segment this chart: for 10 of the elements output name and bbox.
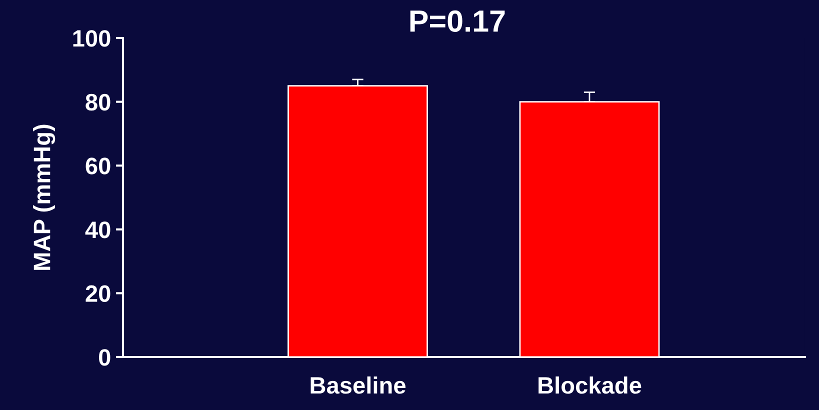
chart-title: P=0.17 — [410, 10, 505, 32]
y-tick-label: 20 — [86, 285, 110, 302]
y-tick-label: 80 — [86, 94, 110, 111]
y-axis-title: MAP (mmHg) — [33, 124, 56, 270]
x-tick-label: Baseline — [310, 376, 406, 394]
y-tick-label: 60 — [86, 158, 110, 174]
y-tick-label: 40 — [85, 221, 110, 238]
y-tick-label: 100 — [73, 30, 110, 47]
x-tick-label: Blockade — [538, 376, 642, 394]
y-tick-label: 0 — [99, 349, 110, 366]
